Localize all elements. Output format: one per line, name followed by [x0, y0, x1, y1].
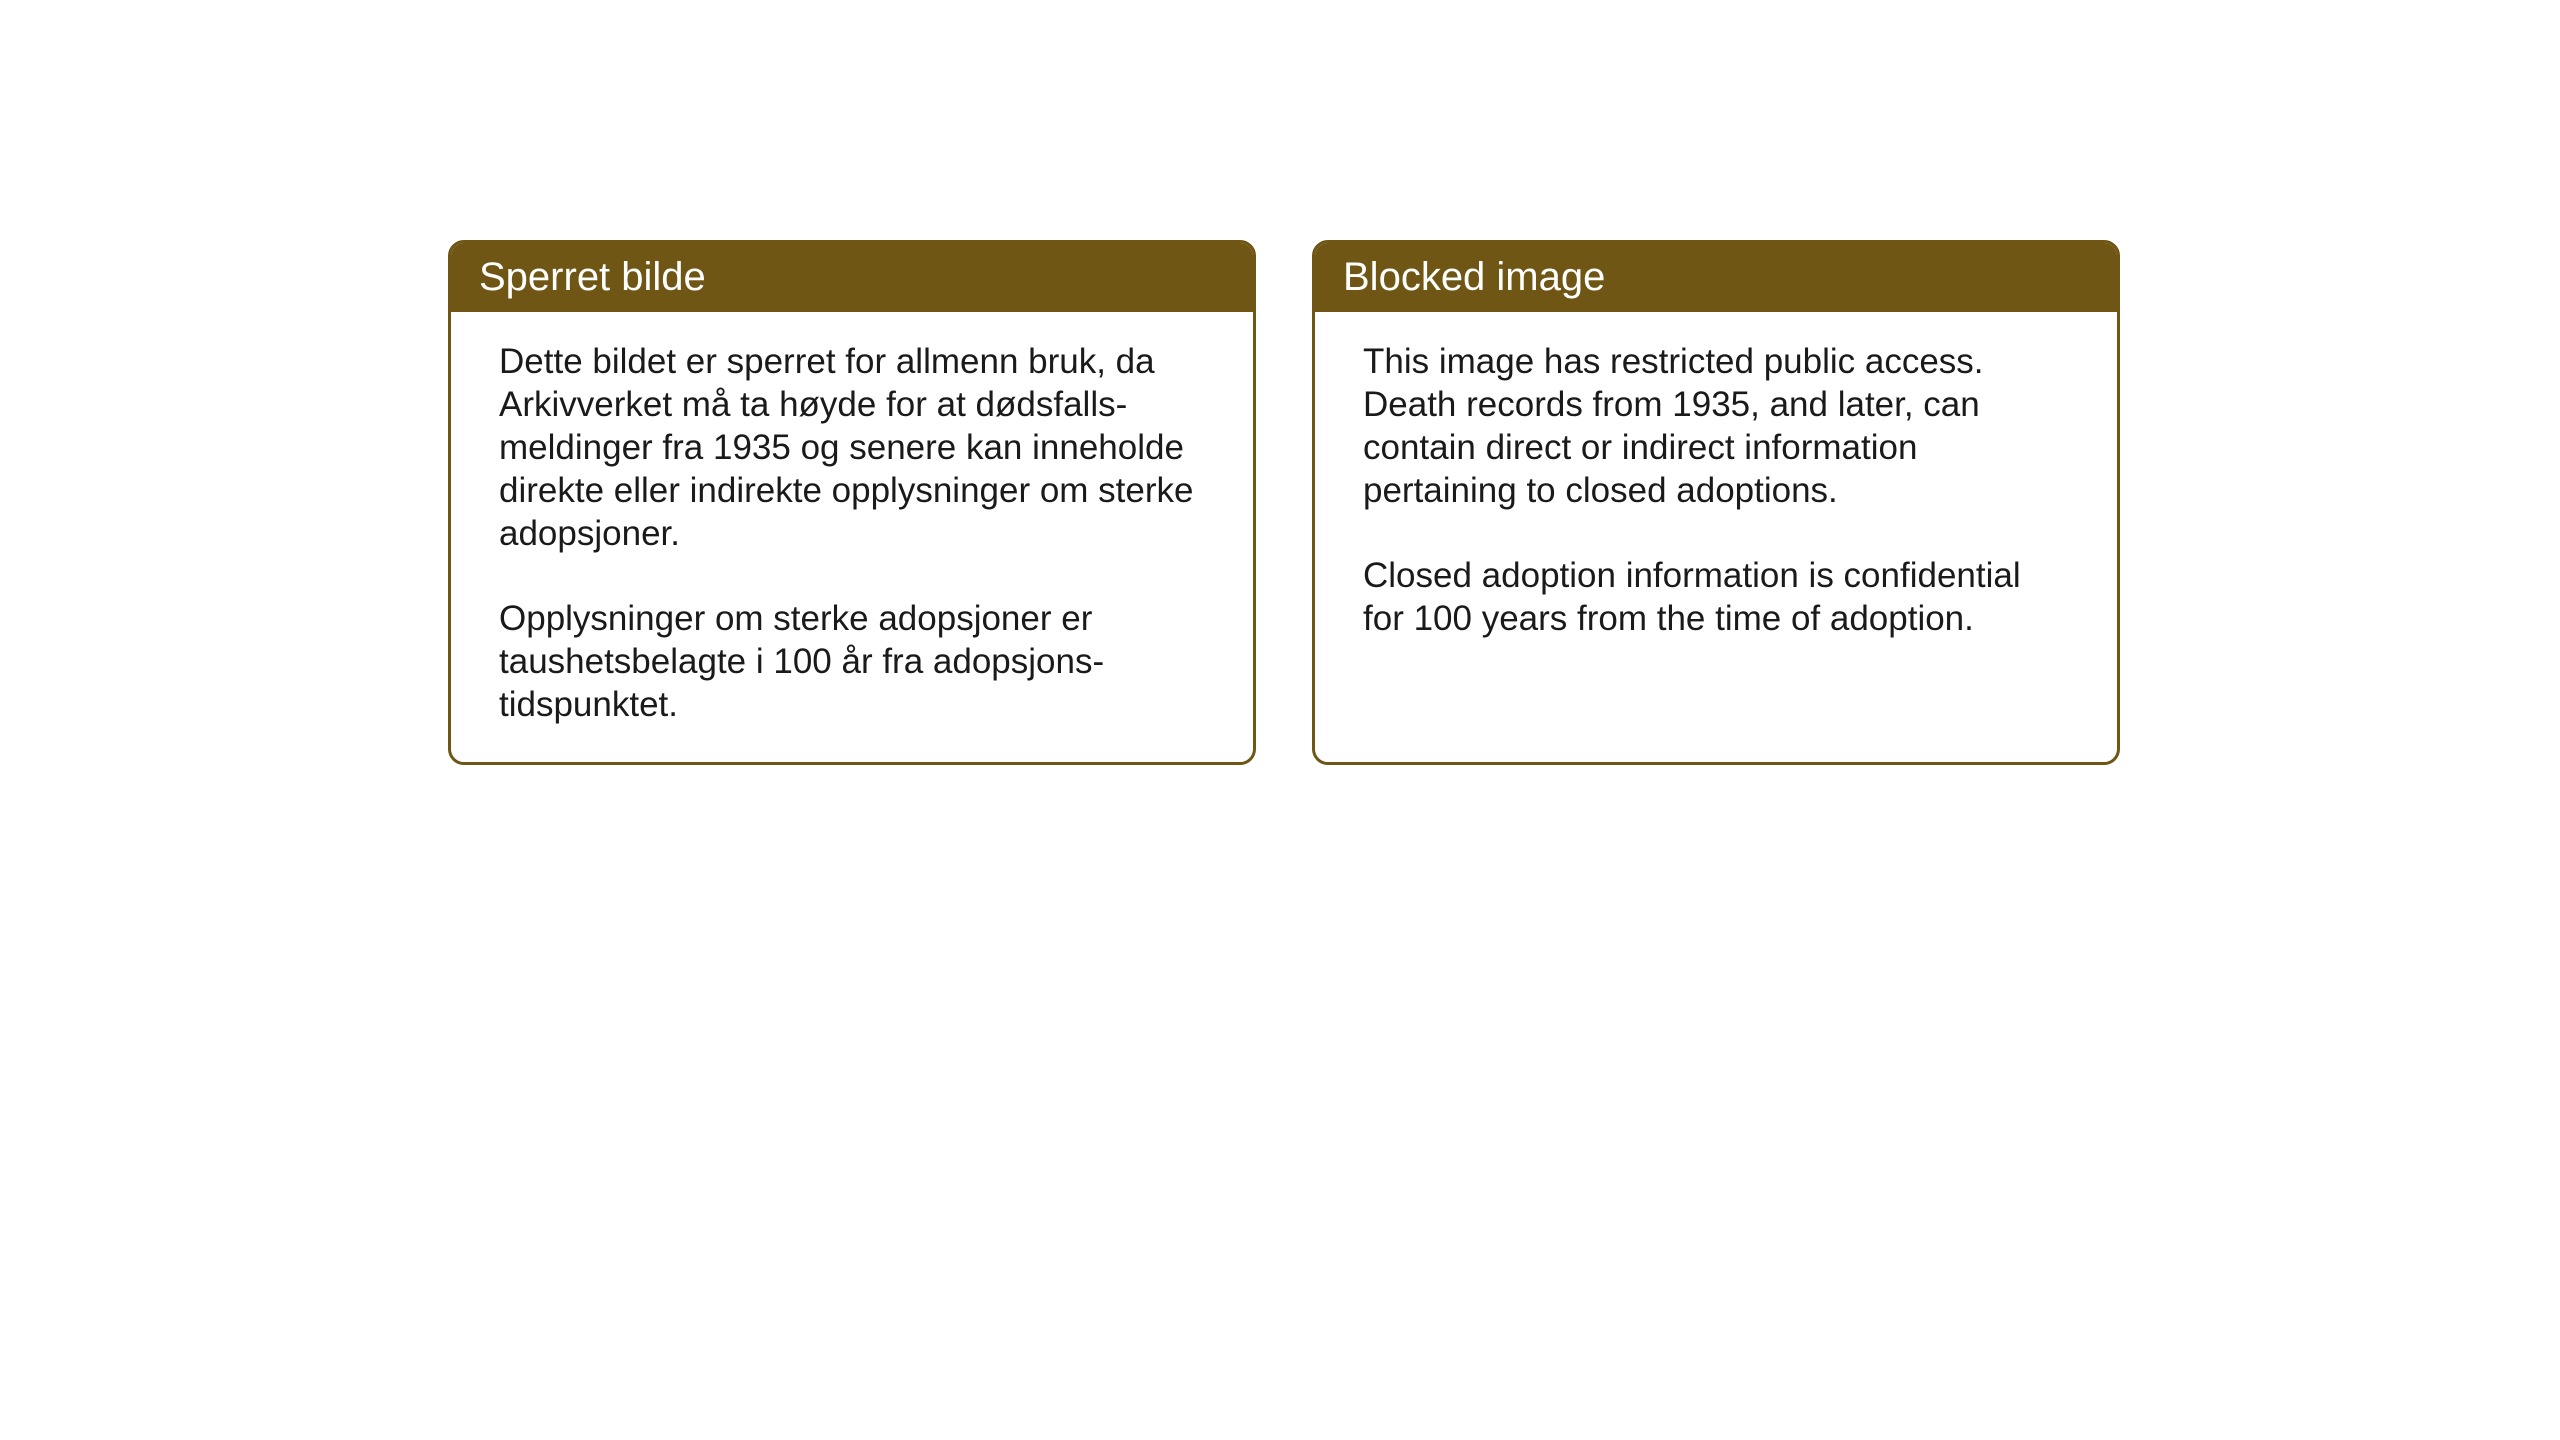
english-card-title: Blocked image — [1315, 243, 2117, 312]
norwegian-notice-card: Sperret bilde Dette bildet er sperret fo… — [448, 240, 1256, 765]
notice-container: Sperret bilde Dette bildet er sperret fo… — [448, 240, 2120, 765]
norwegian-card-body: Dette bildet er sperret for allmenn bruk… — [451, 312, 1253, 762]
english-card-body: This image has restricted public access.… — [1315, 312, 2117, 676]
english-notice-card: Blocked image This image has restricted … — [1312, 240, 2120, 765]
english-paragraph-2: Closed adoption information is confident… — [1363, 554, 2069, 640]
norwegian-paragraph-1: Dette bildet er sperret for allmenn bruk… — [499, 340, 1205, 555]
norwegian-card-title: Sperret bilde — [451, 243, 1253, 312]
english-paragraph-1: This image has restricted public access.… — [1363, 340, 2069, 512]
norwegian-paragraph-2: Opplysninger om sterke adopsjoner er tau… — [499, 597, 1205, 726]
